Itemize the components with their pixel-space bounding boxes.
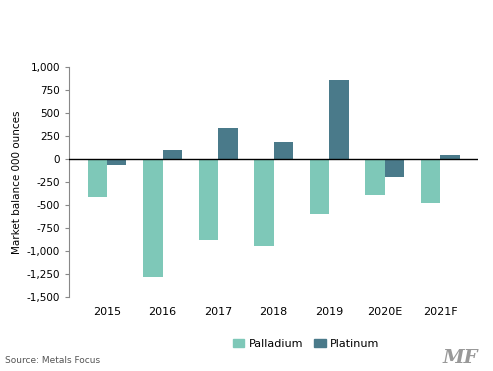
Bar	[218, 128, 238, 159]
Bar	[143, 159, 163, 276]
Y-axis label: Market balance 000 ounces: Market balance 000 ounces	[12, 110, 22, 253]
Bar	[329, 80, 349, 159]
Bar	[310, 159, 329, 214]
Bar	[385, 159, 404, 177]
Text: MF: MF	[443, 349, 478, 367]
Bar	[163, 150, 182, 159]
Bar	[365, 159, 385, 195]
Legend: Palladium, Platinum: Palladium, Platinum	[229, 334, 384, 353]
Bar	[421, 159, 440, 203]
Bar	[88, 159, 107, 197]
Bar	[274, 142, 293, 159]
Bar	[199, 159, 218, 240]
Text: Source: Metals Focus: Source: Metals Focus	[5, 357, 100, 365]
Bar	[440, 155, 459, 159]
Bar	[254, 159, 274, 246]
Text: PGM fundamentals critical: PGM fundamentals critical	[6, 18, 296, 37]
Bar	[107, 159, 127, 165]
